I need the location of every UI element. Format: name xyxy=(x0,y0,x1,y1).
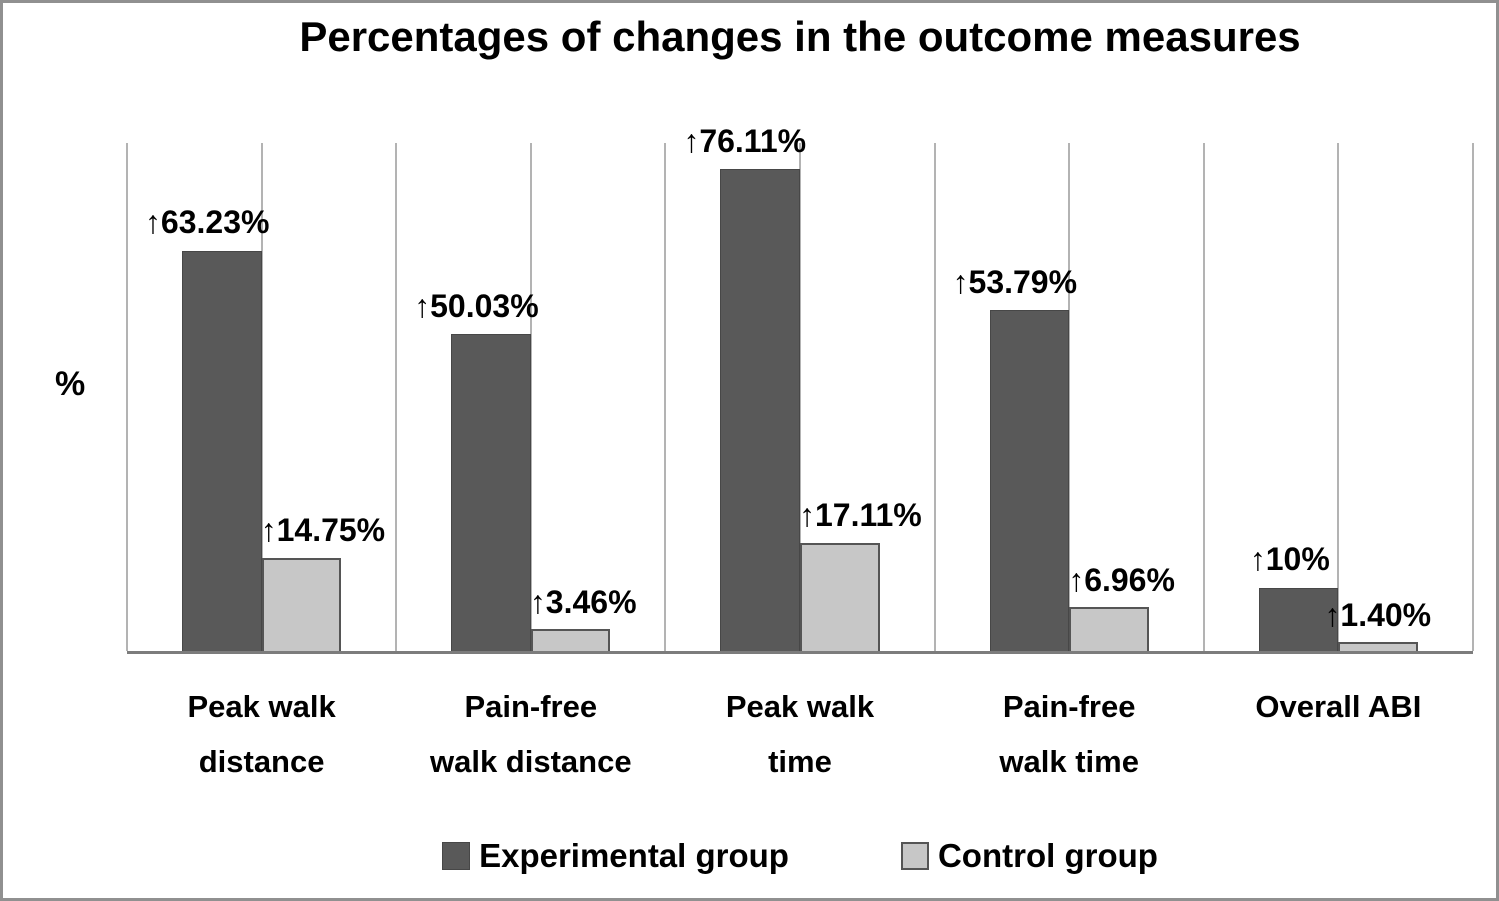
bar-control: ↑3.46% xyxy=(530,584,637,651)
gridline xyxy=(799,143,801,651)
category-label-line: Peak walk xyxy=(725,689,875,724)
legend-swatch-experimental-icon xyxy=(442,842,471,870)
legend-label: Experimental group xyxy=(479,837,789,874)
category-label: Peak walk distance xyxy=(127,679,396,789)
category-label-line: Peak walk xyxy=(187,689,336,724)
category-label-line: walk time xyxy=(999,744,1139,779)
bar-value-label: ↑17.11% xyxy=(798,497,922,534)
bar-group: ↑63.23% ↑14.75% xyxy=(127,143,396,651)
legend-item-experimental: Experimental group xyxy=(442,837,789,875)
category-label-line: time xyxy=(768,744,832,779)
bar-experimental: ↑76.11% xyxy=(683,123,806,651)
plot-area: ↑63.23% ↑14.75% ↑50.03% ↑3.46% ↑76.11% ↑17.11… xyxy=(126,123,1474,654)
bar-value-label: ↑6.96% xyxy=(1068,561,1175,598)
bar-experimental: ↑53.79% xyxy=(953,264,1077,651)
legend-item-control: Control group xyxy=(900,837,1158,875)
bar-experimental: ↑10% xyxy=(1250,542,1339,651)
bar-value-label: ↑53.79% xyxy=(952,264,1078,301)
category-label: Peak walk time xyxy=(665,679,934,789)
gridline xyxy=(1202,143,1205,651)
bar-control: ↑1.40% xyxy=(1324,597,1431,651)
bar-value-label: ↑76.11% xyxy=(683,122,807,159)
category-label-line: Pain-free xyxy=(1002,689,1136,724)
chart-title: Percentages of changes in the outcome me… xyxy=(299,13,1301,60)
bar-value-label: ↑14.75% xyxy=(260,512,386,549)
gridline xyxy=(933,143,936,651)
legend-swatch-control-icon xyxy=(900,842,929,870)
category-label: Pain-free walk distance xyxy=(396,679,665,789)
bar-group: ↑10% ↑1.40% xyxy=(1204,143,1473,651)
bar-control: ↑17.11% xyxy=(799,498,922,651)
category-label: Overall ABI xyxy=(1204,679,1473,789)
bar-value-label: ↑10% xyxy=(1249,541,1330,578)
bar-value-label: ↑3.46% xyxy=(529,583,637,620)
category-label: Pain-free walk time xyxy=(935,679,1204,789)
gridline xyxy=(1068,143,1071,651)
gridline xyxy=(126,143,128,651)
category-label-line: Overall ABI xyxy=(1255,689,1422,724)
bar-value-label: ↑1.40% xyxy=(1324,596,1432,633)
gridline xyxy=(1472,143,1474,651)
gridline xyxy=(529,143,532,651)
bar-value-label: ↑63.23% xyxy=(144,204,270,241)
category-label-line: Pain-free xyxy=(464,689,598,724)
bar-experimental: ↑63.23% xyxy=(145,205,269,651)
gridline xyxy=(395,143,398,651)
bar-experimental: ↑50.03% xyxy=(414,288,539,651)
category-axis: Peak walk distance Pain-free walk distance P… xyxy=(127,679,1473,789)
y-axis-label: % xyxy=(55,365,86,403)
bar-group: ↑50.03% ↑3.46% xyxy=(396,143,665,651)
bar-control: ↑6.96% xyxy=(1068,562,1175,651)
gridline xyxy=(260,143,263,651)
legend-label: Control group xyxy=(937,837,1158,874)
bar-control: ↑14.75% xyxy=(261,513,385,651)
bar-group: ↑76.11% ↑17.11% xyxy=(665,123,934,651)
gridline xyxy=(664,143,667,651)
legend: Experimental group Control group xyxy=(127,837,1473,875)
category-label-line: distance xyxy=(198,744,325,779)
category-label-line: walk distance xyxy=(429,744,632,779)
bar-group: ↑53.79% ↑6.96% xyxy=(935,143,1204,651)
bar-value-label: ↑50.03% xyxy=(414,287,539,324)
gridline xyxy=(1337,143,1340,651)
